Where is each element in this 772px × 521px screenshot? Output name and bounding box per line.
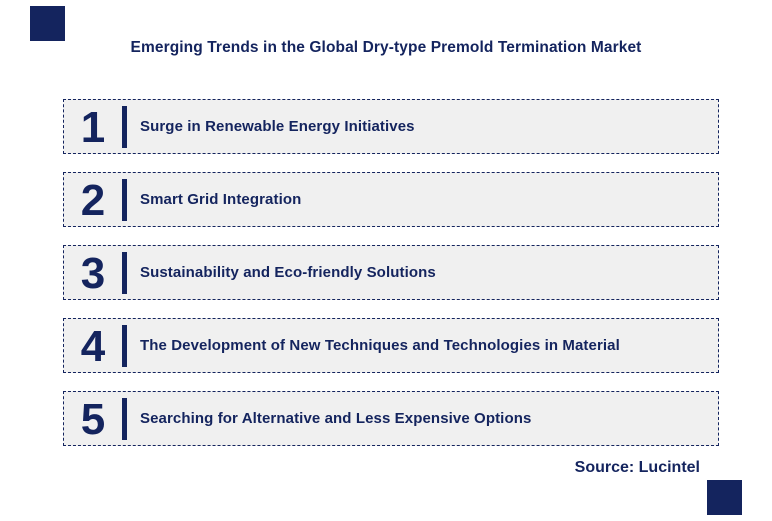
trend-number: 2 — [80, 175, 106, 225]
trend-row: 4 The Development of New Techniques and … — [63, 318, 719, 373]
trend-number: 1 — [80, 102, 106, 152]
divider-bar — [122, 324, 127, 367]
divider-bar — [122, 397, 127, 440]
divider-bar — [122, 105, 127, 148]
corner-square-bottom-right-icon — [707, 480, 742, 515]
divider-bar — [122, 178, 127, 221]
trend-row: 3 Sustainability and Eco-friendly Soluti… — [63, 245, 719, 300]
trend-row: 5 Searching for Alternative and Less Exp… — [63, 391, 719, 446]
trends-list: 1 Surge in Renewable Energy Initiatives … — [63, 99, 719, 446]
page-title: Emerging Trends in the Global Dry-type P… — [130, 39, 642, 56]
trend-row: 1 Surge in Renewable Energy Initiatives — [63, 99, 719, 154]
trend-label: The Development of New Techniques and Te… — [140, 337, 620, 354]
trend-label: Surge in Renewable Energy Initiatives — [140, 118, 415, 135]
trend-label: Searching for Alternative and Less Expen… — [140, 410, 532, 427]
trend-number: 5 — [80, 394, 106, 444]
trend-number: 3 — [80, 248, 106, 298]
trend-label: Smart Grid Integration — [140, 191, 302, 208]
divider-bar — [122, 251, 127, 294]
trend-label: Sustainability and Eco-friendly Solution… — [140, 264, 436, 281]
corner-square-top-left-icon — [30, 6, 65, 41]
trend-row: 2 Smart Grid Integration — [63, 172, 719, 227]
source-attribution: Source: Lucintel — [574, 459, 700, 476]
trend-number: 4 — [80, 321, 106, 371]
